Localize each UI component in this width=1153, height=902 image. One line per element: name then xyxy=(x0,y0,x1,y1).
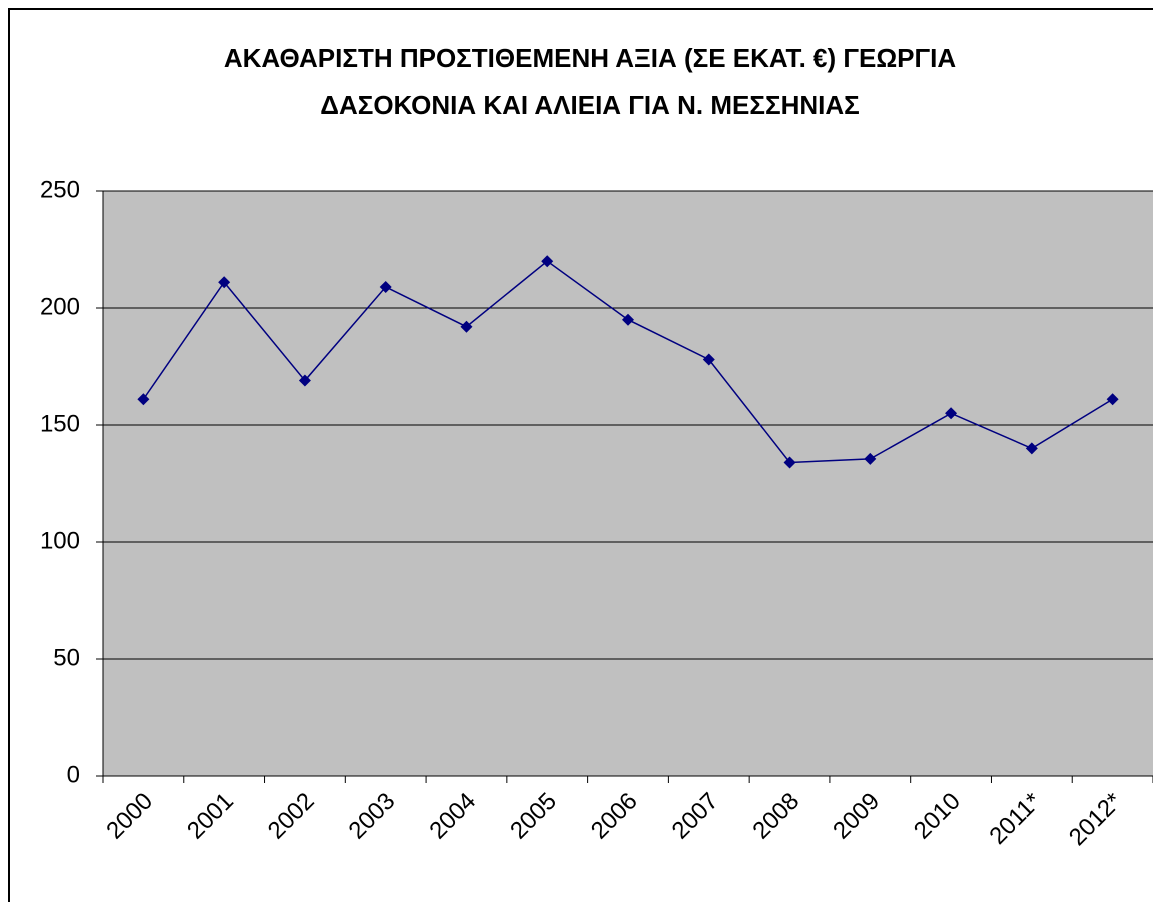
y-tick-label: 0 xyxy=(67,761,80,788)
data-marker xyxy=(379,280,392,293)
data-marker xyxy=(137,393,150,406)
data-marker xyxy=(945,407,958,420)
y-tick-label: 200 xyxy=(40,293,80,320)
y-tick-label: 250 xyxy=(40,176,80,203)
data-marker xyxy=(864,452,877,465)
data-marker xyxy=(218,276,231,289)
data-marker xyxy=(1106,393,1119,406)
plot-area xyxy=(103,191,1153,776)
y-tick-label: 50 xyxy=(53,644,80,671)
data-marker xyxy=(541,255,554,268)
chart-title: ΔΑΣΟΚΟΝΙΑ ΚΑΙ ΑΛΙΕΙΑ ΓΙΑ Ν. ΜΕΣΣΗΝΙΑΣ xyxy=(320,90,859,120)
y-tick-label: 100 xyxy=(40,527,80,554)
chart-title: ΑΚΑΘΑΡΙΣΤΗ ΠΡΟΣΤΙΘΕΜΕΝΗ ΑΞΙΑ (ΣΕ ΕΚΑΤ. €… xyxy=(224,43,957,73)
data-marker xyxy=(298,374,311,387)
y-tick-label: 150 xyxy=(40,410,80,437)
data-marker xyxy=(1025,442,1038,455)
data-marker xyxy=(783,456,796,469)
data-marker xyxy=(702,353,715,366)
data-marker xyxy=(460,320,473,333)
data-marker xyxy=(622,313,634,326)
